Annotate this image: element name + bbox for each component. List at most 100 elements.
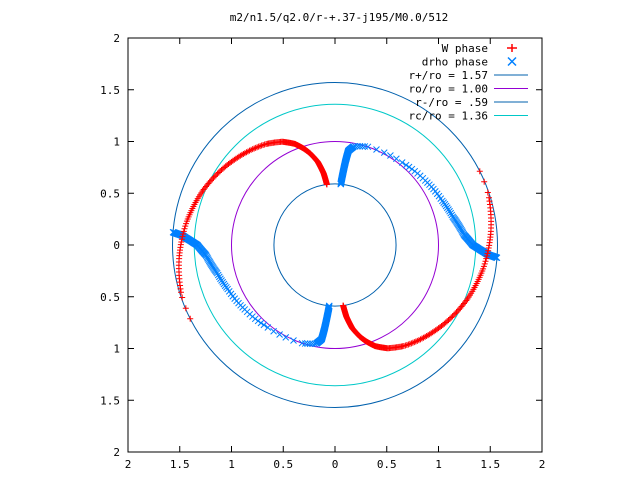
y-tick-label: 1.5 — [100, 394, 120, 407]
chart-title: m2/n1.5/q2.0/r-+.37-j195/M0.0/512 — [230, 11, 449, 24]
drho-phase-point — [447, 209, 455, 217]
w-phase-point — [258, 142, 265, 149]
w-phase-point — [448, 314, 455, 321]
w-phase-point — [445, 317, 452, 324]
w-phase-point — [209, 176, 216, 183]
w-phase-point — [405, 341, 412, 348]
y-tick-label: 1 — [113, 136, 120, 149]
w-phase-point — [408, 340, 415, 347]
w-phase-point — [476, 168, 483, 175]
w-phase-point — [252, 144, 259, 151]
drho-phase-point — [276, 331, 283, 338]
x-tick-label: 1.5 — [480, 458, 500, 471]
w-phase-point — [181, 225, 188, 232]
w-phase-point — [217, 168, 224, 175]
w-phase-point — [180, 228, 187, 235]
legend-label-rc: rc/ro = 1.36 — [409, 110, 488, 123]
w-phase-point — [254, 144, 261, 151]
drho-phase-series — [169, 142, 501, 348]
w-phase-point — [484, 189, 491, 196]
axis-ticks: 2 1.5 1 0.5 0 0.5 1 1.5 221.510.500.511.52 — [100, 32, 545, 471]
drho-phase-point — [354, 142, 361, 150]
w-phase-point — [213, 172, 220, 179]
circle-r — [172, 82, 498, 408]
y-tick-label: 0.5 — [100, 187, 120, 200]
y-tick-label: 0 — [113, 239, 120, 252]
w-phase-point — [177, 289, 184, 296]
w-phase-series — [175, 138, 495, 352]
w-phase-point — [449, 313, 456, 320]
legend-label-drho: drho phase — [422, 56, 488, 69]
legend-label-rp: r+/ro = 1.57 — [409, 69, 488, 82]
drho-phase-point — [351, 142, 359, 150]
drho-phase-point — [402, 161, 410, 169]
w-phase-point — [177, 285, 184, 292]
x-tick-label: 1 — [435, 458, 442, 471]
w-phase-point — [452, 310, 459, 317]
w-phase-point — [482, 258, 489, 265]
w-phase-point — [204, 181, 211, 188]
x-tick-label: 0 — [332, 458, 339, 471]
w-phase-point — [483, 253, 490, 260]
legend-marker-plus — [507, 44, 517, 52]
w-phase-point — [215, 169, 222, 176]
drho-phase-point — [270, 327, 277, 335]
drho-phase-point — [298, 339, 306, 347]
drho-phase-point — [257, 319, 265, 327]
w-phase-point — [260, 142, 267, 149]
drho-phase-point — [169, 228, 177, 236]
y-tick-label: 2 — [113, 446, 120, 459]
w-phase-point — [446, 315, 453, 322]
w-phase-point — [486, 198, 493, 205]
drho-phase-point — [217, 275, 224, 283]
drho-phase-point — [359, 142, 366, 150]
drho-phase-point — [290, 337, 297, 344]
w-phase-point — [480, 263, 487, 270]
x-tick-label: 0.5 — [273, 458, 293, 471]
drho-phase-point — [446, 207, 453, 215]
w-phase-point — [210, 174, 217, 181]
w-phase-point — [255, 143, 262, 150]
w-phase-point — [486, 194, 493, 201]
drho-phase-point — [214, 271, 222, 279]
y-tick-label: 0.5 — [100, 291, 120, 304]
w-phase-point — [481, 260, 488, 267]
w-phase-point — [211, 173, 218, 180]
x-tick-label: 2 — [539, 458, 546, 471]
w-phase-point — [411, 339, 418, 346]
x-tick-label: 0.5 — [377, 458, 397, 471]
w-phase-point — [179, 233, 186, 240]
w-phase-point — [409, 339, 416, 346]
w-phase-point — [459, 302, 466, 309]
circle-ro — [231, 141, 439, 349]
x-tick-label: 1.5 — [170, 458, 190, 471]
w-phase-point — [485, 247, 492, 254]
legend-label-w: W phase — [442, 42, 488, 55]
drho-phase-point — [364, 143, 372, 151]
legend-label-rm: r-/ro = .59 — [415, 96, 488, 109]
w-phase-point — [218, 166, 225, 173]
x-tick-label: 2 — [125, 458, 132, 471]
w-phase-point — [183, 220, 190, 227]
y-tick-label: 2 — [113, 32, 120, 45]
drho-phase-point — [387, 152, 394, 159]
w-phase-point — [453, 309, 460, 316]
w-phase-point — [182, 305, 189, 312]
drho-phase-point — [373, 146, 380, 153]
w-phase-point — [450, 311, 457, 318]
drho-phase-point — [393, 155, 400, 163]
drho-phase-point — [215, 273, 223, 281]
y-tick-label: 1 — [113, 343, 120, 356]
x-tick-label: 1 — [228, 458, 235, 471]
legend-marker-x — [507, 56, 517, 67]
drho-phase-point — [380, 149, 388, 156]
w-phase-point — [179, 294, 186, 301]
drho-phase-point — [304, 340, 311, 348]
drho-phase-point — [309, 340, 316, 348]
w-phase-point — [180, 230, 187, 237]
w-phase-point — [178, 236, 185, 243]
circle-r — [273, 183, 397, 307]
